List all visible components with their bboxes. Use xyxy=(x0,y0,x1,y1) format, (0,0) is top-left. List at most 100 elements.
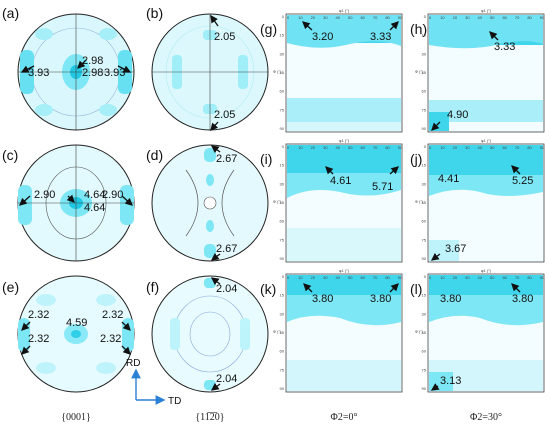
caption-odf-phi2-0: Φ2=0° xyxy=(331,412,358,423)
odf-x-tick: 80 xyxy=(527,145,532,150)
odf-x-tick: 80 xyxy=(527,275,532,280)
pf-e-value-center: 4.59 xyxy=(66,317,87,329)
odf-y-tick: 30 xyxy=(280,311,285,316)
odf-x-tick: 20 xyxy=(311,15,316,20)
odf-x-title: φ1 (°) xyxy=(339,268,350,273)
odf-x-tick: 0 xyxy=(429,145,432,150)
rd-label: RD xyxy=(126,358,140,369)
odf-x-tick: 40 xyxy=(336,275,341,280)
odf-i-value-left: 4.61 xyxy=(330,175,351,187)
odf-x-tick: 60 xyxy=(502,145,507,150)
odf-y-tick: 45 xyxy=(422,200,427,205)
odf-y-tick: 30 xyxy=(422,181,427,186)
odf-x-tick: 10 xyxy=(298,275,303,280)
pf-a-label: (a) xyxy=(2,5,19,21)
odf-j-label: (j) xyxy=(410,151,422,167)
odf-x-tick: 50 xyxy=(348,145,353,150)
odf-y-tick: 30 xyxy=(280,181,285,186)
odf-h-label: (h) xyxy=(410,21,427,37)
odf-y-tick: 15 xyxy=(280,293,285,298)
odf-x-tick: 70 xyxy=(515,15,520,20)
odf-y-tick: 30 xyxy=(422,311,427,316)
odf-y-tick: 60 xyxy=(280,89,285,94)
odf-x-tick: 30 xyxy=(323,145,328,150)
odf-section-l: (l) 3.80 3.80 3.13 xyxy=(410,273,545,393)
pf-f-value-top: 2.04 xyxy=(216,283,237,295)
odf-x-tick: 50 xyxy=(490,15,495,20)
odf-i-label: (i) xyxy=(260,151,272,167)
odf-y-title: Φ (°) xyxy=(273,199,282,204)
pole-figure-a: (a) 3.93 2.98 2.98 3.93 xyxy=(2,5,135,131)
odf-x-tick: 70 xyxy=(373,275,378,280)
caption-pf-0001: {0001} xyxy=(61,412,91,423)
odf-g-label: (g) xyxy=(260,21,277,37)
odf-x-tick: 60 xyxy=(502,275,507,280)
odf-y-tick: 60 xyxy=(280,219,285,224)
odf-y-tick: 90 xyxy=(280,256,285,261)
odf-x-tick: 60 xyxy=(502,15,507,20)
odf-j-value-left: 4.41 xyxy=(438,173,459,185)
pole-figure-e: (e) 2.32 4.59 2.32 2.32 2.32 xyxy=(2,275,135,393)
odf-x-tick: 0 xyxy=(429,275,432,280)
odf-x-tick: 50 xyxy=(490,275,495,280)
odf-y-tick: 0 xyxy=(282,274,285,279)
odf-x-tick: 0 xyxy=(287,15,290,20)
odf-section-k: (k) 3.80 3.80 xyxy=(260,273,403,393)
odf-x-tick: 80 xyxy=(385,275,390,280)
odf-y-tick: 0 xyxy=(424,274,427,279)
odf-k-value-left: 3.80 xyxy=(312,293,333,305)
odf-y-tick: 0 xyxy=(424,14,427,19)
pf-f-label: (f) xyxy=(146,279,159,295)
pf-a-arrow-center xyxy=(77,59,87,69)
odf-x-tick: 0 xyxy=(429,15,432,20)
odf-section-j: (j) 4.41 5.25 3.67 xyxy=(410,143,545,263)
odf-x-tick: 40 xyxy=(336,145,341,150)
pf-c-value-center-bottom: 4.64 xyxy=(84,202,105,214)
odf-y-tick: 75 xyxy=(422,237,427,242)
odf-x-tick: 0 xyxy=(287,145,290,150)
odf-x-tick: 80 xyxy=(527,15,532,20)
odf-j-value-right: 5.25 xyxy=(512,175,533,187)
odf-y-tick: 0 xyxy=(282,14,285,19)
odf-y-tick: 90 xyxy=(422,386,427,391)
odf-x-tick: 60 xyxy=(360,275,365,280)
pf-a-arrow-right xyxy=(117,65,132,73)
pf-b-value-bottom: 2.05 xyxy=(214,109,235,121)
pf-e-label: (e) xyxy=(2,279,19,295)
odf-x-tick: 70 xyxy=(373,15,378,20)
odf-x-tick: 0 xyxy=(287,275,290,280)
odf-x-tick: 10 xyxy=(440,145,445,150)
odf-y-tick: 45 xyxy=(422,70,427,75)
odf-x-tick: 40 xyxy=(478,275,483,280)
odf-y-tick: 60 xyxy=(422,219,427,224)
pf-c-value-left: 2.90 xyxy=(34,189,55,201)
odf-x-tick: 90 xyxy=(540,145,545,150)
pf-a-value-left: 3.93 xyxy=(28,67,49,79)
odf-x-tick: 20 xyxy=(453,145,458,150)
odf-x-tick: 20 xyxy=(311,275,316,280)
odf-x-tick: 10 xyxy=(298,15,303,20)
odf-g-value-right: 3.33 xyxy=(370,31,391,43)
td-label: TD xyxy=(168,396,181,407)
odf-x-tick: 90 xyxy=(540,275,545,280)
odf-x-tick: 50 xyxy=(348,15,353,20)
odf-y-tick: 15 xyxy=(422,293,427,298)
odf-y-tick: 90 xyxy=(422,126,427,131)
odf-y-tick: 15 xyxy=(280,33,285,38)
odf-y-title: Φ (°) xyxy=(273,329,282,334)
odf-x-title: φ1 (°) xyxy=(339,138,350,143)
odf-y-tick: 15 xyxy=(422,163,427,168)
odf-l-value-left: 3.80 xyxy=(440,293,461,305)
odf-x-title: φ1 (°) xyxy=(481,268,492,273)
odf-x-tick: 90 xyxy=(398,145,403,150)
odf-y-tick: 30 xyxy=(422,51,427,56)
odf-y-title: Φ (°) xyxy=(415,69,424,74)
odf-y-tick: 45 xyxy=(280,200,285,205)
odf-l-label: (l) xyxy=(410,281,422,297)
odf-i-value-right: 5.71 xyxy=(372,181,393,193)
odf-j-value-bottom: 3.67 xyxy=(445,243,466,255)
odf-k-label: (k) xyxy=(260,281,276,297)
pf-e-value-right-top: 2.32 xyxy=(102,309,123,321)
odf-x-tick: 30 xyxy=(323,275,328,280)
